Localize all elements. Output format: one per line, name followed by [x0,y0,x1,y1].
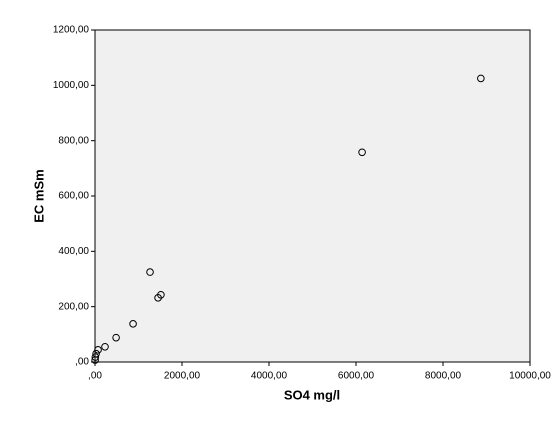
y-tick-label: 800,00 [58,135,89,146]
point [129,320,137,328]
x-tick-label: ,00 [88,371,102,382]
point [358,148,366,157]
x-axis-label: SO4 mg/l [284,387,340,402]
x-tick-label: 2000,00 [164,371,201,382]
y-axis-label: EC mSm [31,169,46,222]
point [91,356,99,364]
point [101,342,109,351]
y-tick-label: 600,00 [58,191,89,202]
y-tick-label: 1000,00 [53,80,90,91]
x-tick-label: 4000,00 [251,371,288,382]
y-tick-label: 1200,00 [53,25,90,36]
point [91,353,100,361]
plot-area [94,29,531,363]
x-tick-label: 8000,00 [425,371,462,382]
x-tick-label: 6000,00 [338,371,375,382]
y-tick-label: 200,00 [58,301,89,312]
y-tick-label: ,00 [75,357,89,368]
point [94,346,102,354]
point [112,333,120,342]
point [477,74,485,83]
y-tick-label: 400,00 [58,246,89,257]
point [154,294,162,302]
point [146,268,154,276]
x-tick-label: 10000,00 [509,371,551,382]
